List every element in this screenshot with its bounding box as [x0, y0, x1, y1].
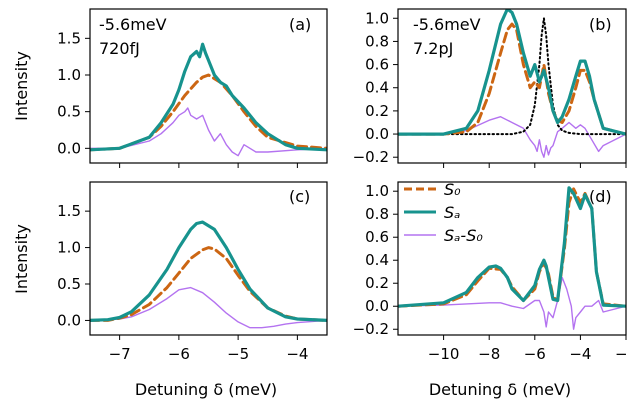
- y-tick-label: −0.2: [353, 148, 389, 166]
- x-axis-label-left: Detuning δ (meV): [135, 380, 277, 399]
- y-tick-label: 0.8: [365, 205, 389, 223]
- x-tick-label: −2: [615, 345, 627, 363]
- x-tick-label: −7: [109, 345, 131, 363]
- panel-a: 0.0 0.5 1.0 1.5: [57, 8, 328, 168]
- y-tick-label: 0.2: [365, 274, 389, 292]
- y-tick-label: 0.0: [365, 297, 389, 315]
- y-tick-label: 0.6: [365, 228, 389, 246]
- y-axis-label-top: Intensity: [12, 51, 31, 121]
- panel-b-annotation-detuning: -5.6meV: [413, 15, 481, 34]
- panel-b-label: (b): [589, 15, 612, 34]
- series-line-sa: [90, 42, 327, 152]
- panel-a-annotation-energy: 720fJ: [99, 39, 140, 58]
- y-tick-label: 1.5: [57, 202, 81, 220]
- series-line-sa: [398, 186, 626, 308]
- panel-a-label: (a): [289, 15, 311, 34]
- x-tick-label: −4: [286, 345, 308, 363]
- legend-s0-label: S₀: [444, 180, 461, 199]
- panel-b-annotation-energy: 7.2pJ: [413, 39, 453, 58]
- y-tick-label: 0.4: [365, 251, 389, 269]
- series-group: [90, 42, 327, 157]
- x-tick-label: −8: [478, 345, 500, 363]
- x-tick-label: −5: [227, 345, 249, 363]
- y-tick-label: 0.4: [365, 79, 389, 97]
- axes-frame: [89, 8, 328, 164]
- series-group: [398, 9, 626, 158]
- panel-d: −0.2 0.0 0.2 0.4 0.6 0.8 1.0 −10 −8 −6 −4 −2: [353, 181, 627, 363]
- series-line-diff: [398, 116, 626, 158]
- series-line-diff: [90, 107, 327, 157]
- x-tick-label: −6: [524, 345, 546, 363]
- y-axis-label-bottom: Intensity: [12, 224, 31, 294]
- y-tick-label: 0.8: [365, 32, 389, 50]
- series-group: [90, 220, 327, 329]
- panel-c-label: (c): [289, 187, 310, 206]
- panel-b: −0.2 0.0 0.2 0.4 0.6 0.8 1.0: [353, 8, 627, 168]
- series-line-sa: [398, 9, 626, 136]
- series-line-diff: [398, 276, 626, 330]
- y-tick-label: 0.0: [57, 311, 81, 329]
- y-tick-label: 0.0: [365, 125, 389, 143]
- series-line-s0: [90, 246, 327, 322]
- y-tick-label: 1.0: [365, 9, 389, 27]
- y-tick-label: 0.5: [57, 103, 81, 121]
- x-tick-label: −10: [428, 345, 460, 363]
- legend-sa-label: Sₐ: [444, 203, 460, 222]
- panel-c: 0.0 0.5 1.0 1.5 −7 −6 −5 −4: [57, 181, 328, 363]
- legend-diff-label: Sₐ-S₀: [444, 226, 483, 245]
- series-group: [398, 186, 626, 330]
- y-tick-label: 0.5: [57, 275, 81, 293]
- y-tick-label: 1.0: [57, 239, 81, 257]
- axes-frame: [397, 181, 627, 336]
- x-tick-label: −6: [168, 345, 190, 363]
- y-tick-label: 0.2: [365, 102, 389, 120]
- axes-frame: [89, 181, 328, 336]
- series-line-sa: [90, 220, 327, 322]
- axes-frame: [397, 8, 627, 164]
- y-tick-label: 0.0: [57, 139, 81, 157]
- y-tick-label: 0.6: [365, 56, 389, 74]
- y-tick-label: 1.0: [365, 182, 389, 200]
- y-tick-label: 1.0: [57, 66, 81, 84]
- y-tick-label: 1.5: [57, 29, 81, 47]
- y-tick-label: −0.2: [353, 320, 389, 338]
- series-line-dotted: [398, 17, 626, 136]
- panel-d-label: (d): [589, 187, 612, 206]
- panel-a-annotation-detuning: -5.6meV: [99, 15, 167, 34]
- x-axis-label-right: Detuning δ (meV): [429, 380, 571, 399]
- legend: S₀ Sₐ Sₐ-S₀: [404, 180, 483, 245]
- series-line-s0: [90, 73, 327, 152]
- series-line-diff: [90, 286, 327, 329]
- x-tick-label: −4: [569, 345, 591, 363]
